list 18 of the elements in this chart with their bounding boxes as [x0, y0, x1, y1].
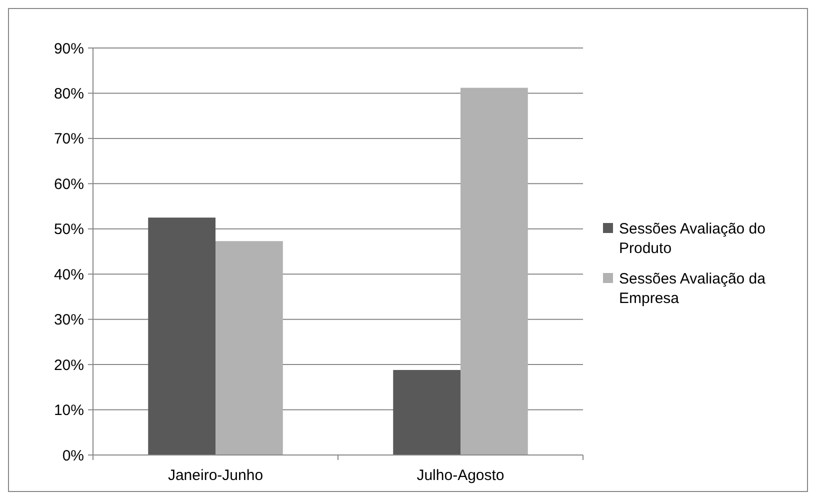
legend-label: Sessões Avaliação da Empresa: [619, 270, 766, 307]
legend-label: Sessões Avaliação do Produto: [619, 220, 766, 257]
y-tick-label: 20%: [54, 356, 84, 374]
y-tick-label: 40%: [54, 266, 84, 284]
y-tick-label: 80%: [54, 85, 84, 102]
y-tick-label: 60%: [54, 176, 84, 193]
x-tick-label: Julho-Agosto: [416, 467, 504, 484]
bar: [216, 241, 283, 455]
y-tick-label: 10%: [54, 402, 84, 420]
bar: [148, 218, 216, 455]
y-tick-label: 70%: [54, 130, 84, 148]
y-tick-label: 50%: [54, 221, 84, 238]
y-tick-label: 30%: [54, 312, 84, 329]
y-tick-label: 0%: [62, 447, 84, 464]
x-tick-label: Janeiro-Junho: [168, 467, 264, 484]
y-tick-label: 90%: [54, 40, 84, 58]
bar: [393, 370, 460, 455]
bar: [460, 88, 528, 455]
